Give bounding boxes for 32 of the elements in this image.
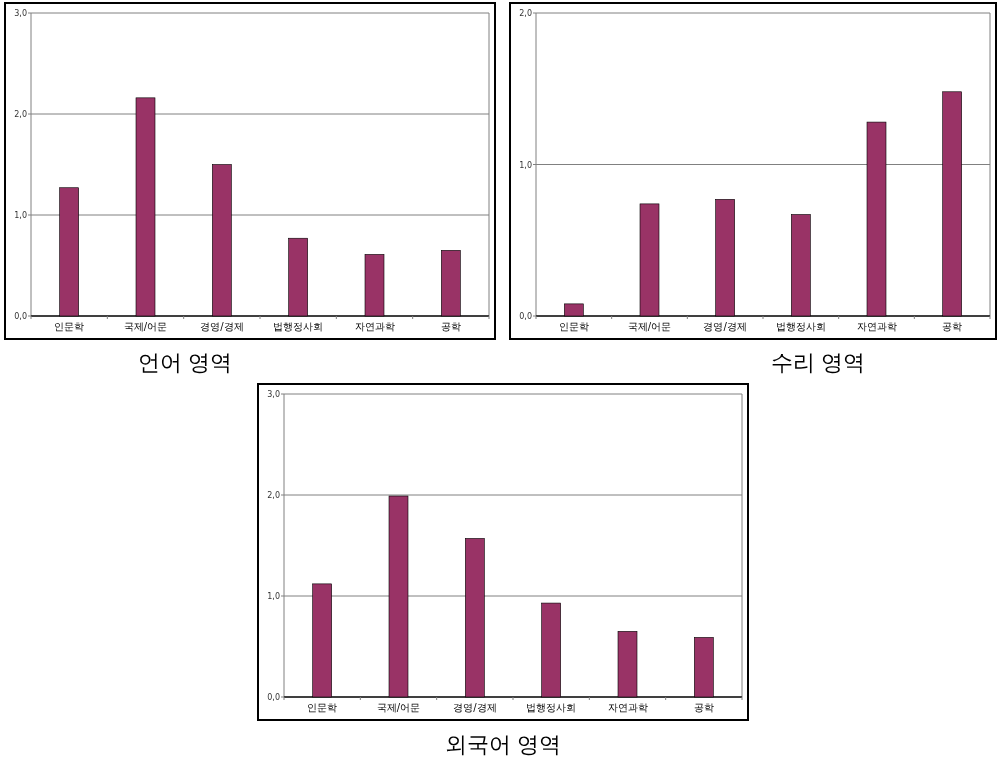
x-tick-label: 국제/어문 <box>627 321 672 332</box>
y-tick-label: 2,0 <box>519 9 532 18</box>
text: 언어 영역 <box>137 350 233 375</box>
x-tick-label: 자연과학 <box>354 321 395 332</box>
y-tick-label: 3,0 <box>14 9 27 18</box>
y-tick-label: 3,0 <box>267 390 280 399</box>
x-tick-label: 공학 <box>942 321 963 332</box>
y-tick-label: 0,0 <box>519 312 532 321</box>
x-tick-label: 경영/경제 <box>703 321 747 332</box>
x-tick-label: 인문학 <box>558 321 589 332</box>
y-tick-label: 1,0 <box>519 160 532 170</box>
y-tick-label: 1,0 <box>14 211 27 220</box>
x-tick-label: 경영/경제 <box>200 321 244 332</box>
x-tick-label: 공학 <box>693 702 714 713</box>
y-tick-label: 0,0 <box>14 312 27 321</box>
x-tick-label: 법행정사회 <box>273 321 324 332</box>
x-tick-label: 자연과학 <box>607 702 648 713</box>
x-tick-label: 인문학 <box>307 702 338 713</box>
y-tick-label: 2,0 <box>267 491 280 500</box>
x-tick-label: 인문학 <box>54 321 85 332</box>
x-tick-label: 자연과학 <box>856 321 897 332</box>
x-tick-label: 경영/경제 <box>453 702 497 713</box>
y-tick-label: 2,0 <box>14 110 27 119</box>
text: 수리 영역 <box>770 350 866 375</box>
y-tick-label: 1,0 <box>267 592 280 601</box>
x-tick-label: 법행정사회 <box>526 702 577 713</box>
text: 외국어 영역 <box>444 732 562 757</box>
x-tick-label: 국제/어문 <box>123 321 168 332</box>
x-tick-label: 법행정사회 <box>775 321 826 332</box>
x-tick-label: 국제/어문 <box>376 702 421 713</box>
x-tick-label: 공학 <box>440 321 461 332</box>
y-tick-label: 0,0 <box>267 693 280 702</box>
